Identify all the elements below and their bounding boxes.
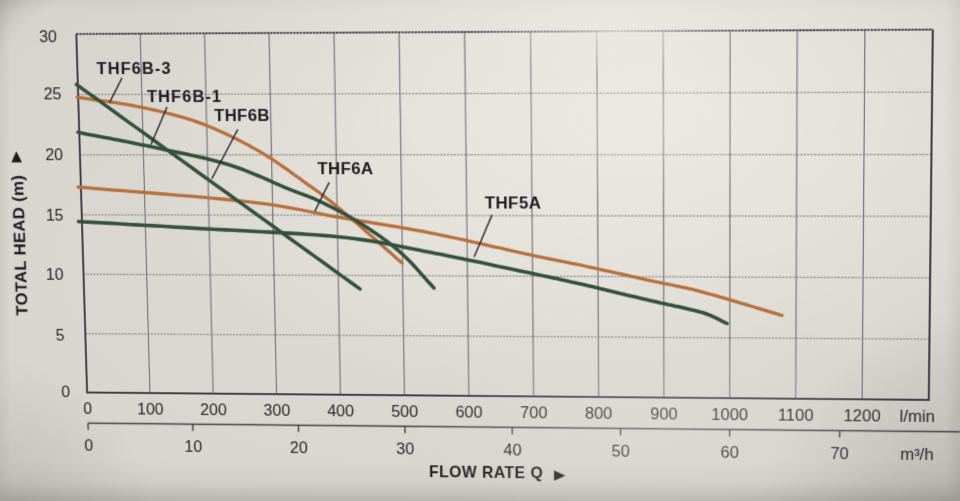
svg-text:THF6A: THF6A — [317, 159, 373, 178]
svg-text:30: 30 — [39, 27, 57, 45]
svg-text:500: 500 — [391, 403, 418, 421]
svg-text:50: 50 — [612, 443, 630, 461]
svg-text:15: 15 — [45, 206, 63, 224]
svg-text:THF6B-1: THF6B-1 — [147, 87, 223, 107]
svg-text:THF6B: THF6B — [214, 106, 270, 125]
svg-text:20: 20 — [290, 440, 308, 458]
svg-text:5: 5 — [55, 326, 64, 344]
svg-text:30: 30 — [396, 441, 414, 459]
svg-text:700: 700 — [520, 404, 547, 422]
svg-text:THF6B-3: THF6B-3 — [96, 59, 172, 79]
svg-text:800: 800 — [585, 405, 612, 423]
svg-text:300: 300 — [263, 402, 290, 420]
svg-text:400: 400 — [327, 402, 354, 420]
svg-text:TOTAL HEAD (m): TOTAL HEAD (m) — [8, 175, 31, 316]
svg-text:200: 200 — [200, 401, 227, 419]
svg-text:600: 600 — [455, 403, 482, 421]
svg-text:1000: 1000 — [711, 406, 748, 424]
svg-text:10: 10 — [46, 266, 64, 284]
svg-text:100: 100 — [137, 401, 164, 419]
svg-text:25: 25 — [43, 86, 61, 104]
svg-text:0: 0 — [61, 384, 70, 402]
svg-text:1100: 1100 — [778, 406, 814, 425]
svg-text:THF5A: THF5A — [485, 193, 542, 212]
svg-text:70: 70 — [830, 445, 849, 463]
svg-text:l/min: l/min — [900, 408, 936, 427]
svg-text:m³/h: m³/h — [900, 446, 934, 465]
svg-text:60: 60 — [720, 444, 738, 462]
svg-text:20: 20 — [45, 146, 63, 164]
svg-text:900: 900 — [650, 405, 678, 423]
svg-text:40: 40 — [503, 442, 521, 460]
svg-text:0: 0 — [84, 437, 93, 455]
svg-text:FLOW RATE Q: FLOW RATE Q — [429, 465, 543, 483]
svg-text:10: 10 — [184, 439, 202, 457]
svg-text:0: 0 — [83, 400, 92, 418]
svg-text:1200: 1200 — [843, 407, 880, 426]
